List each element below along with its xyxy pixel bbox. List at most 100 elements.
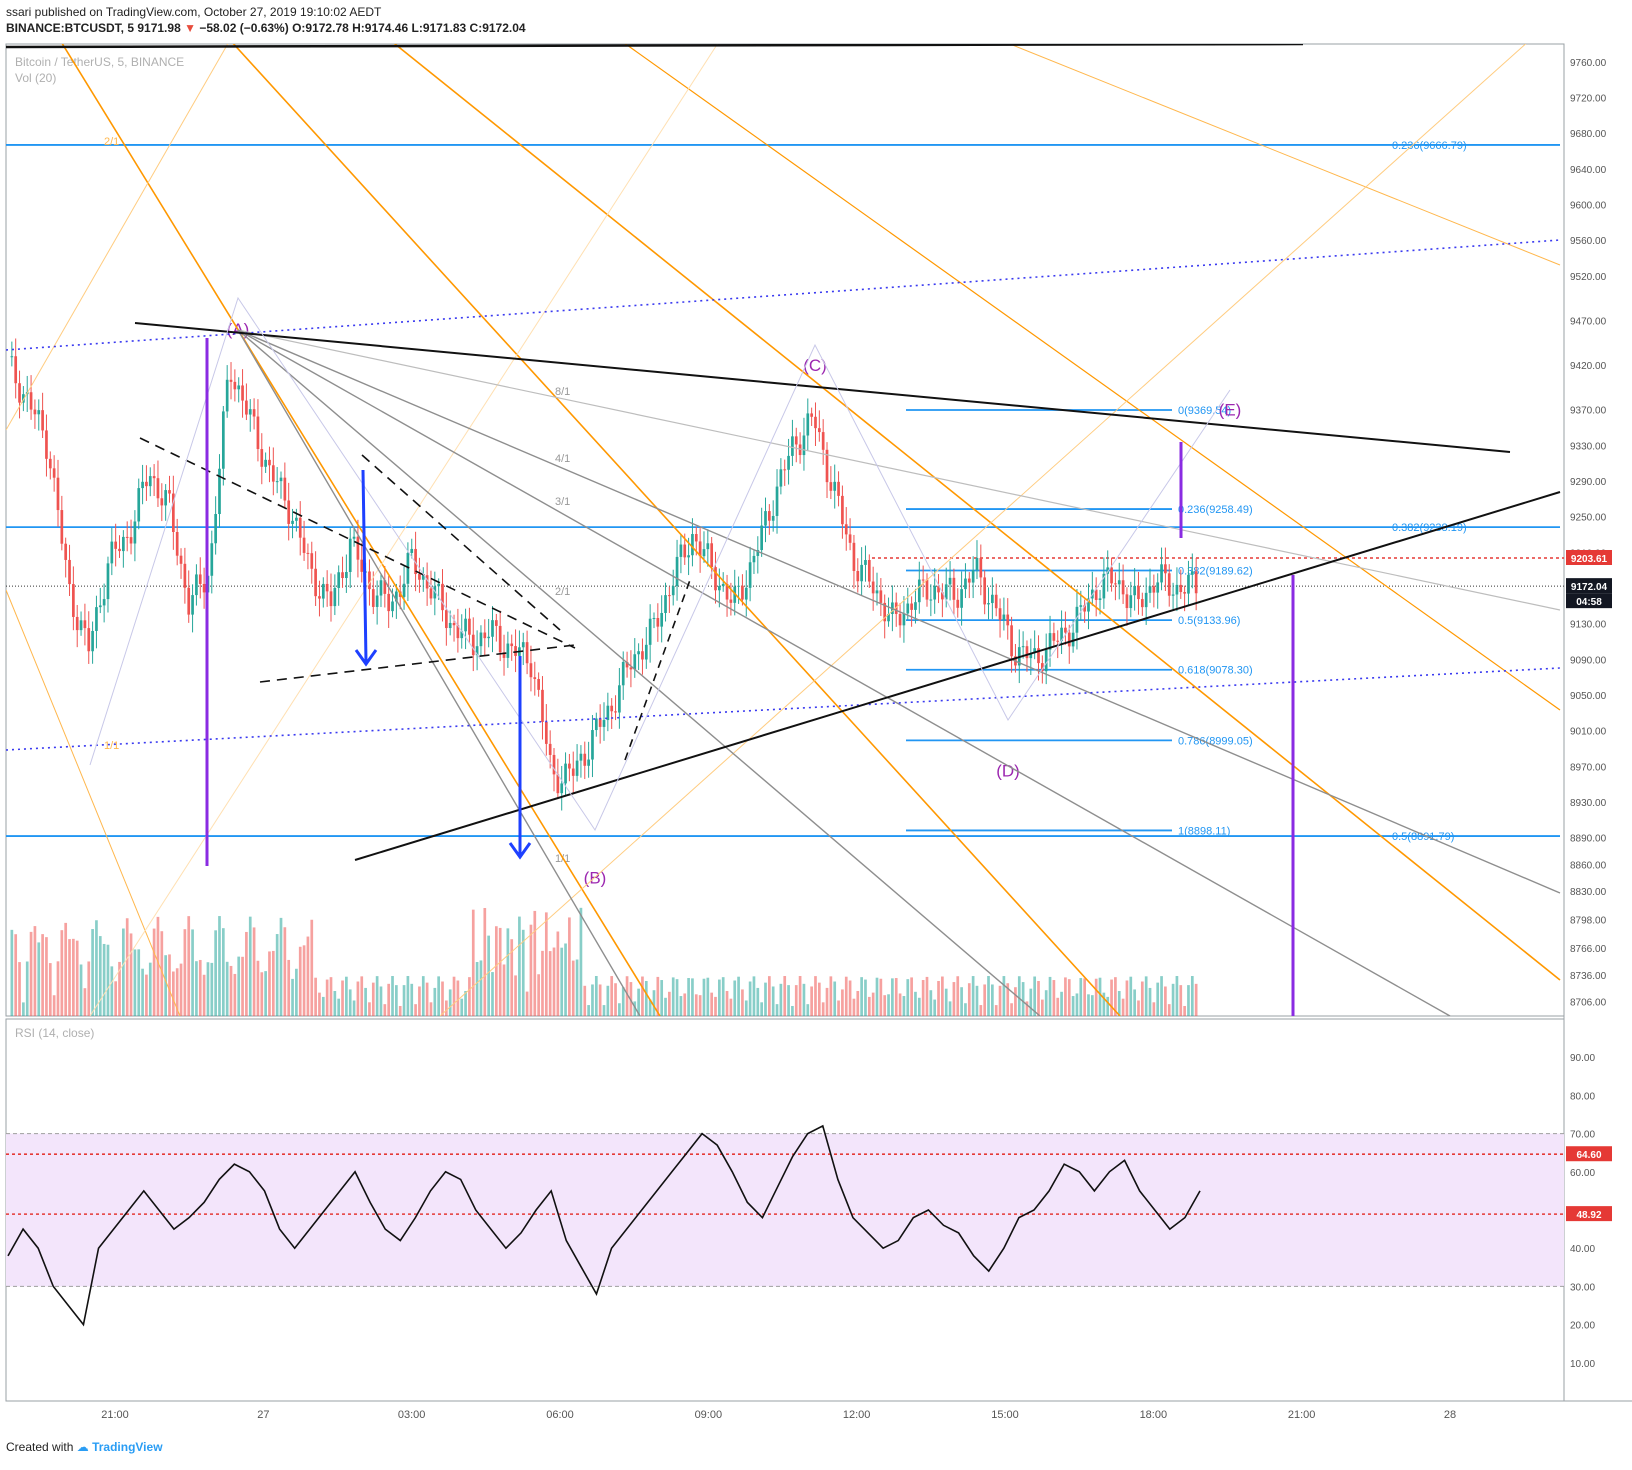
volume-bar — [133, 949, 137, 1016]
volume-bar — [75, 940, 79, 1016]
volume-bar — [183, 929, 187, 1016]
volume-bar — [368, 1002, 371, 1016]
orange-fan-line-thin — [1008, 44, 1561, 266]
volume-bar — [98, 936, 102, 1016]
candle-body — [418, 574, 421, 580]
candle-body — [37, 410, 41, 415]
rsi-tick-label: 20.00 — [1570, 1321, 1595, 1332]
grey-fan-line — [237, 329, 1561, 611]
rsi-tick-label: 40.00 — [1570, 1244, 1595, 1255]
volume-bar — [525, 991, 529, 1016]
volume-bar — [914, 991, 917, 1016]
triangle-lower-trendline — [354, 491, 1561, 861]
wave-label: (C) — [803, 356, 827, 375]
rsi-level-tag: 64.60 — [1576, 1150, 1601, 1161]
candle-body — [598, 718, 602, 727]
volume-bar — [1087, 994, 1090, 1016]
candle-body — [902, 613, 906, 626]
volume-bar — [348, 989, 352, 1016]
candle-body — [129, 537, 133, 544]
orange-fan-line-thin — [6, 44, 229, 431]
volume-bar — [410, 983, 414, 1016]
candle-body — [183, 563, 187, 588]
candle-body — [691, 534, 694, 556]
candle-body — [91, 630, 94, 652]
tradingview-brand[interactable]: TradingView — [92, 1440, 163, 1454]
price-tick-label: 8890.00 — [1570, 834, 1607, 845]
volume-bar — [295, 968, 298, 1016]
volume-bar — [52, 995, 56, 1016]
volume-bar — [198, 959, 202, 1016]
candle-body — [452, 622, 456, 626]
volume-bar — [564, 943, 567, 1016]
volume-bar — [337, 998, 341, 1016]
candle-body — [529, 663, 533, 678]
volume-bar — [279, 917, 283, 1016]
candle-body — [641, 651, 644, 660]
volume-bar — [241, 956, 244, 1016]
ohlc-values: O:9172.78 H:9174.46 L:9171.83 C:9172.04 — [292, 21, 526, 35]
volume-bar — [498, 927, 502, 1016]
price-change: −58.02 (−0.63%) — [199, 21, 289, 35]
volume-bar — [641, 976, 644, 1016]
candle-body — [291, 520, 294, 524]
grey-fan-line — [237, 329, 1561, 894]
volume-bar — [1067, 979, 1071, 1016]
candle-body — [637, 651, 640, 655]
gann-ratio-label: 2/1 — [104, 136, 119, 148]
candle-body — [971, 570, 975, 583]
price-tick-label: 9130.00 — [1570, 620, 1607, 631]
candle-body — [160, 498, 164, 506]
volume-bar — [64, 922, 68, 1016]
candle-body — [487, 636, 490, 639]
volume-bar — [668, 991, 671, 1016]
candle-body — [1083, 605, 1086, 612]
volume-bar — [860, 977, 863, 1016]
candle-body — [810, 413, 813, 417]
candle-body — [1025, 646, 1029, 659]
volume-bar — [941, 976, 944, 1016]
candle-body — [87, 628, 91, 652]
candle-body — [1194, 571, 1198, 594]
candle-body — [406, 552, 410, 584]
created-with: Created with — [6, 1440, 74, 1454]
candle-body — [675, 556, 679, 587]
series-legend: Bitcoin / TetherUS, 5, BINANCE — [15, 55, 184, 69]
volume-bar — [406, 976, 410, 1016]
volume-bar — [602, 1005, 606, 1016]
main-pane[interactable] — [5, 43, 1565, 1017]
candle-body — [383, 580, 387, 594]
volume-bar — [329, 977, 333, 1016]
volume-bar — [1064, 977, 1067, 1016]
rsi-tick-label: 70.00 — [1570, 1130, 1595, 1141]
candle-body — [710, 543, 714, 568]
candle-body — [1079, 605, 1083, 607]
volume-bar — [494, 926, 498, 1016]
volume-bar — [1164, 986, 1167, 1016]
candle-body — [841, 495, 844, 525]
candle-body — [787, 455, 790, 470]
volume-bar — [610, 976, 614, 1016]
volume-bar — [233, 973, 237, 1016]
volume-bar — [1179, 985, 1183, 1016]
volume-bar — [125, 918, 129, 1016]
volume-bar — [1144, 976, 1148, 1016]
candle-body — [967, 578, 971, 583]
candle-body — [644, 644, 648, 660]
volume-bar — [721, 977, 725, 1016]
candle-body — [652, 618, 656, 620]
candle-body — [221, 411, 225, 469]
candle-body — [1148, 586, 1152, 593]
volume-bar — [375, 976, 379, 1016]
candle-body — [391, 601, 394, 612]
trading-chart[interactable]: 0.236(9666.79) 0.382(9238.19) 0.5(8891.79)… — [0, 40, 1632, 1470]
volume-bar — [852, 998, 856, 1016]
dotted-channel-line — [6, 239, 1561, 351]
candle-body — [445, 610, 448, 629]
gann-ratio-label: 1/1 — [104, 740, 119, 752]
candle-body — [1029, 652, 1033, 659]
candle-body — [744, 587, 748, 600]
candle-body — [60, 510, 64, 544]
chart-header: ssari published on TradingView.com, Octo… — [6, 4, 526, 36]
volume-bar — [691, 978, 694, 1016]
